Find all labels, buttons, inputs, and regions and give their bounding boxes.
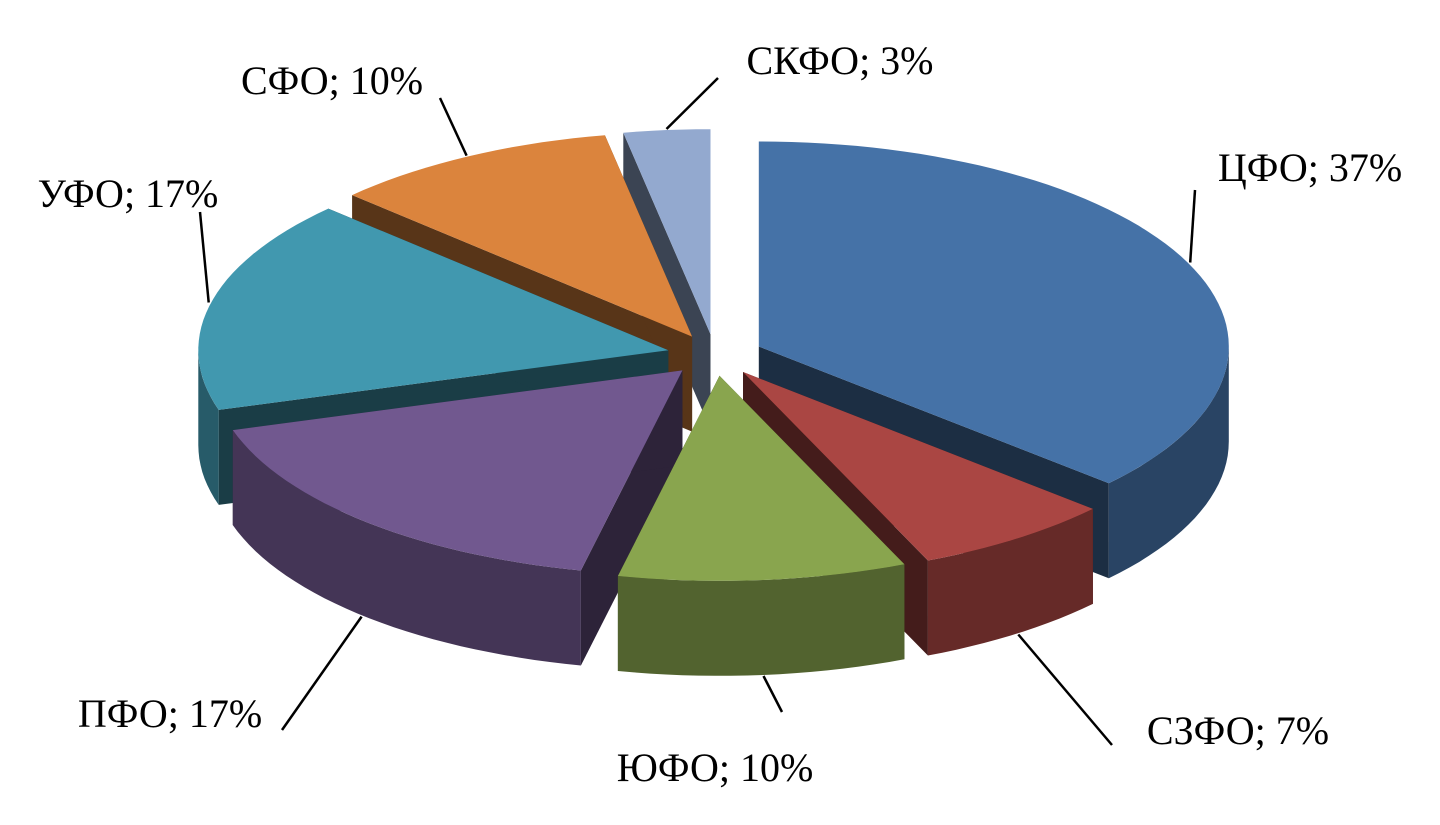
- leader-line: [1188, 189, 1197, 263]
- data-label: ПФО; 17%: [78, 691, 262, 736]
- leader-line: [280, 615, 363, 731]
- slice: [617, 375, 905, 676]
- slice-top: [617, 375, 905, 581]
- slice: [232, 370, 683, 666]
- leader-line: [1017, 633, 1113, 746]
- slice-wall: [198, 350, 219, 505]
- data-label: ЮФО; 10%: [617, 745, 814, 790]
- slice: [743, 372, 1093, 656]
- slice-top: [232, 370, 683, 571]
- slice-top: [758, 141, 1229, 484]
- leader-line: [198, 211, 210, 303]
- leader-line: [438, 97, 468, 157]
- slice-wall: [1108, 346, 1229, 579]
- slice-wall: [617, 564, 905, 676]
- data-label: СФО; 10%: [241, 58, 423, 103]
- leader-line: [665, 77, 719, 130]
- slice-top: [198, 208, 669, 410]
- slice-top: [743, 372, 1093, 561]
- leader-line: [762, 675, 784, 713]
- slice-top: [352, 135, 693, 337]
- data-label: ЦФО; 37%: [1218, 145, 1402, 190]
- data-label: СЗФО; 7%: [1147, 708, 1329, 753]
- slice-top: [623, 129, 711, 335]
- data-label: СКФО; 3%: [746, 38, 933, 83]
- data-label: УФО; 17%: [38, 171, 219, 216]
- slice-wall: [927, 508, 1093, 656]
- slice-wall: [232, 430, 581, 666]
